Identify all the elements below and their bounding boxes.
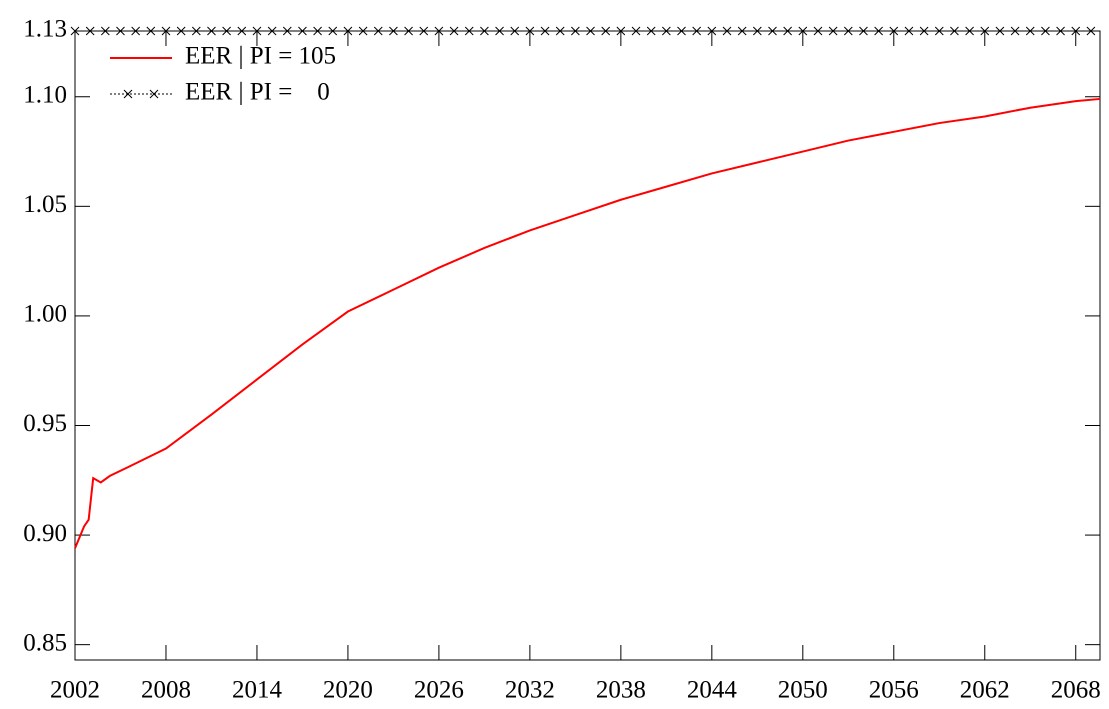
series-marker (783, 26, 793, 36)
x-tick-label: 2062 (960, 677, 1010, 704)
series-marker (601, 26, 611, 36)
series-line (74, 97, 1101, 549)
series-marker (100, 26, 110, 36)
series-marker (419, 26, 429, 36)
series-marker (146, 26, 156, 36)
legend-marker (149, 89, 159, 99)
series-marker (737, 26, 747, 36)
x-tick-label: 2038 (596, 677, 646, 704)
x-tick-label: 2044 (687, 677, 738, 704)
legend-label: EER | PI = 105 (185, 43, 336, 70)
series-marker (343, 26, 353, 36)
series-marker (525, 26, 535, 36)
series-marker (707, 26, 717, 36)
series-marker (980, 26, 990, 36)
series-marker (404, 26, 413, 36)
series-marker (859, 26, 868, 36)
series-marker (207, 26, 216, 36)
series-marker (813, 26, 823, 36)
series-marker (282, 26, 292, 36)
series-marker (298, 26, 307, 36)
series-marker (586, 26, 595, 36)
series-marker (1086, 26, 1096, 36)
legend-label: EER | PI = 0 (185, 79, 330, 106)
series-marker (904, 26, 914, 36)
series-marker (555, 26, 565, 36)
series-marker (131, 26, 141, 36)
series-marker (449, 26, 459, 36)
series-marker (768, 26, 777, 36)
series-marker (358, 26, 368, 36)
series-marker (434, 26, 444, 36)
x-tick-label: 2026 (414, 677, 464, 704)
series-marker (373, 26, 383, 36)
series-marker (464, 26, 474, 36)
plot-frame (74, 30, 1101, 661)
series-marker (722, 26, 732, 36)
series-marker (85, 26, 95, 36)
series-marker (116, 26, 125, 36)
x-tick-label: 2014 (232, 677, 283, 704)
series-marker (752, 26, 762, 36)
series-marker (222, 26, 231, 36)
series-marker (267, 26, 277, 36)
series-marker (919, 26, 929, 36)
series-marker (161, 26, 171, 36)
series-marker (1041, 26, 1050, 36)
series-marker (389, 26, 398, 36)
series-marker (1025, 26, 1035, 36)
legend-marker (123, 89, 133, 99)
series-marker (934, 26, 944, 36)
y-tick-label: 1.10 (23, 81, 67, 108)
x-tick-label: 2002 (50, 677, 100, 704)
series-marker (889, 26, 899, 36)
series-marker (328, 26, 338, 36)
series-marker (692, 26, 702, 36)
series-marker (495, 26, 504, 36)
y-tick-label: 1.00 (23, 301, 67, 328)
series-marker (237, 26, 247, 36)
series-marker (798, 26, 808, 36)
x-tick-label: 2032 (505, 677, 555, 704)
y-tick-label: 1.13 (23, 16, 67, 43)
y-tick-label: 0.85 (23, 629, 67, 656)
series-marker (571, 26, 580, 36)
series-marker (1056, 26, 1065, 36)
series-marker (874, 26, 883, 36)
series-marker (191, 26, 201, 36)
series-marker (646, 26, 656, 36)
y-tick-label: 0.90 (23, 520, 67, 547)
series-marker (1010, 26, 1020, 36)
x-tick-label: 2020 (323, 677, 373, 704)
x-tick-label: 2008 (141, 677, 191, 704)
series-marker (313, 26, 322, 36)
series-marker (540, 26, 550, 36)
series-marker (252, 26, 262, 36)
x-tick-label: 2050 (778, 677, 828, 704)
series-marker (70, 26, 80, 36)
series-marker (631, 26, 641, 36)
series-marker (965, 26, 974, 36)
y-tick-label: 1.05 (23, 191, 67, 218)
series-marker (677, 26, 686, 36)
y-tick-label: 0.95 (23, 410, 67, 437)
series-marker (480, 26, 489, 36)
x-tick-label: 2068 (1051, 677, 1101, 704)
x-tick-label: 2056 (869, 677, 919, 704)
series-marker (176, 26, 186, 36)
series-marker (828, 26, 838, 36)
series-marker (510, 26, 520, 36)
series-marker (950, 26, 959, 36)
series-marker (1071, 26, 1081, 36)
series-marker (843, 26, 853, 36)
series-marker (616, 26, 626, 36)
series-marker (995, 26, 1005, 36)
series-marker (661, 26, 671, 36)
